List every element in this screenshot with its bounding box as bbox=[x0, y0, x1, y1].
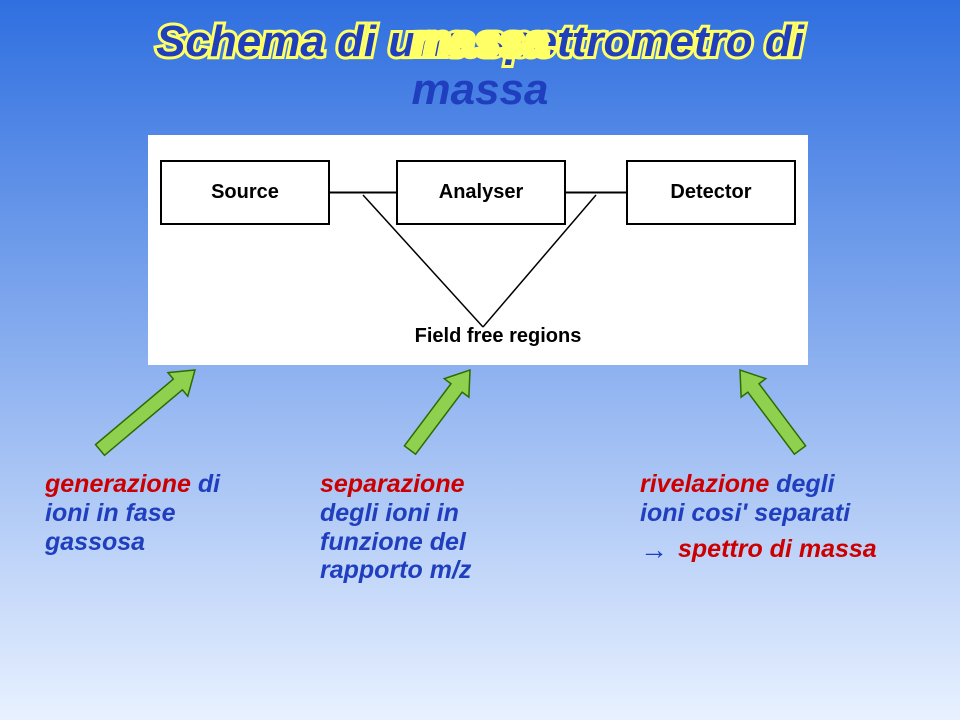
emphasis: separazione bbox=[320, 470, 465, 498]
caption-analyser: separazione degli ioni in funzione del r… bbox=[320, 470, 580, 585]
caption-source: generazione di ioni in fase gassosa bbox=[45, 470, 305, 556]
emphasis: generazione bbox=[45, 470, 191, 498]
result-arrow-icon: → bbox=[640, 534, 668, 566]
arrow-analyser bbox=[404, 370, 470, 454]
pointer-arrows bbox=[0, 0, 960, 720]
caption-detector: rivelazione degli ioni cosi' separati → … bbox=[640, 470, 940, 566]
emphasis: rivelazione bbox=[640, 470, 769, 498]
arrow-detector bbox=[740, 370, 806, 454]
arrow-source bbox=[95, 370, 195, 455]
result-label: spettro di massa bbox=[678, 535, 877, 564]
